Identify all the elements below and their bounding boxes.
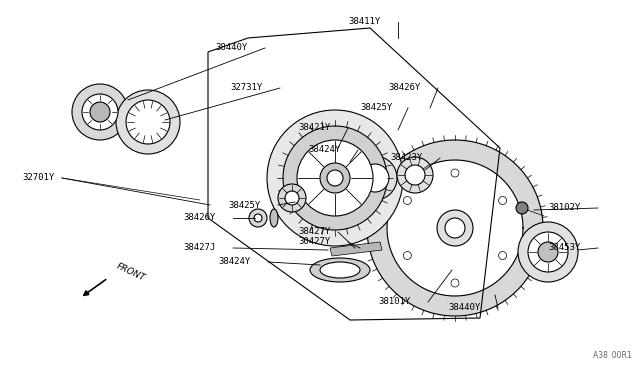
Text: 38425Y: 38425Y — [360, 103, 392, 112]
Text: 38426Y: 38426Y — [388, 83, 420, 93]
Ellipse shape — [126, 100, 170, 144]
Circle shape — [445, 218, 465, 238]
Polygon shape — [330, 242, 382, 256]
Ellipse shape — [82, 94, 118, 130]
Circle shape — [297, 140, 373, 216]
Ellipse shape — [518, 222, 578, 282]
Ellipse shape — [528, 232, 568, 272]
Text: FRONT: FRONT — [115, 262, 147, 283]
Circle shape — [327, 170, 343, 186]
Text: 32731Y: 32731Y — [230, 83, 262, 93]
Text: 38423Y: 38423Y — [390, 154, 422, 163]
Circle shape — [285, 191, 299, 205]
Text: 38421Y: 38421Y — [298, 124, 330, 132]
Circle shape — [397, 157, 433, 193]
Ellipse shape — [320, 262, 360, 278]
Circle shape — [353, 156, 397, 200]
Ellipse shape — [538, 242, 558, 262]
Ellipse shape — [72, 84, 128, 140]
Text: 38424Y: 38424Y — [308, 145, 340, 154]
Ellipse shape — [516, 202, 528, 214]
Ellipse shape — [270, 209, 278, 227]
Text: 38424Y: 38424Y — [218, 257, 250, 266]
Text: 38427J: 38427J — [183, 244, 215, 253]
Circle shape — [499, 196, 507, 205]
Circle shape — [437, 210, 473, 246]
Circle shape — [403, 251, 412, 260]
Text: 38440Y: 38440Y — [215, 44, 247, 52]
Ellipse shape — [90, 102, 110, 122]
Text: 38102Y: 38102Y — [548, 203, 580, 212]
Text: 38101Y: 38101Y — [378, 298, 410, 307]
Circle shape — [405, 165, 425, 185]
Ellipse shape — [310, 258, 370, 282]
Ellipse shape — [116, 90, 180, 154]
Text: 38440Y: 38440Y — [448, 304, 480, 312]
Circle shape — [278, 184, 306, 212]
Text: 30427Y: 30427Y — [298, 237, 330, 247]
Circle shape — [451, 169, 459, 177]
Circle shape — [320, 163, 350, 193]
Text: 38453Y: 38453Y — [548, 244, 580, 253]
Text: 38427Y: 38427Y — [298, 228, 330, 237]
Circle shape — [451, 279, 459, 287]
Circle shape — [254, 214, 262, 222]
Text: 38426Y: 38426Y — [183, 214, 215, 222]
Circle shape — [267, 110, 403, 246]
Text: 38411Y: 38411Y — [348, 17, 380, 26]
Circle shape — [499, 251, 507, 260]
Polygon shape — [367, 140, 543, 316]
Circle shape — [361, 164, 389, 192]
Circle shape — [403, 196, 412, 205]
Circle shape — [249, 209, 267, 227]
Text: A38 00R1: A38 00R1 — [593, 351, 632, 360]
Text: 32701Y: 32701Y — [22, 173, 54, 183]
Text: 38425Y: 38425Y — [228, 201, 260, 209]
Circle shape — [283, 126, 387, 230]
